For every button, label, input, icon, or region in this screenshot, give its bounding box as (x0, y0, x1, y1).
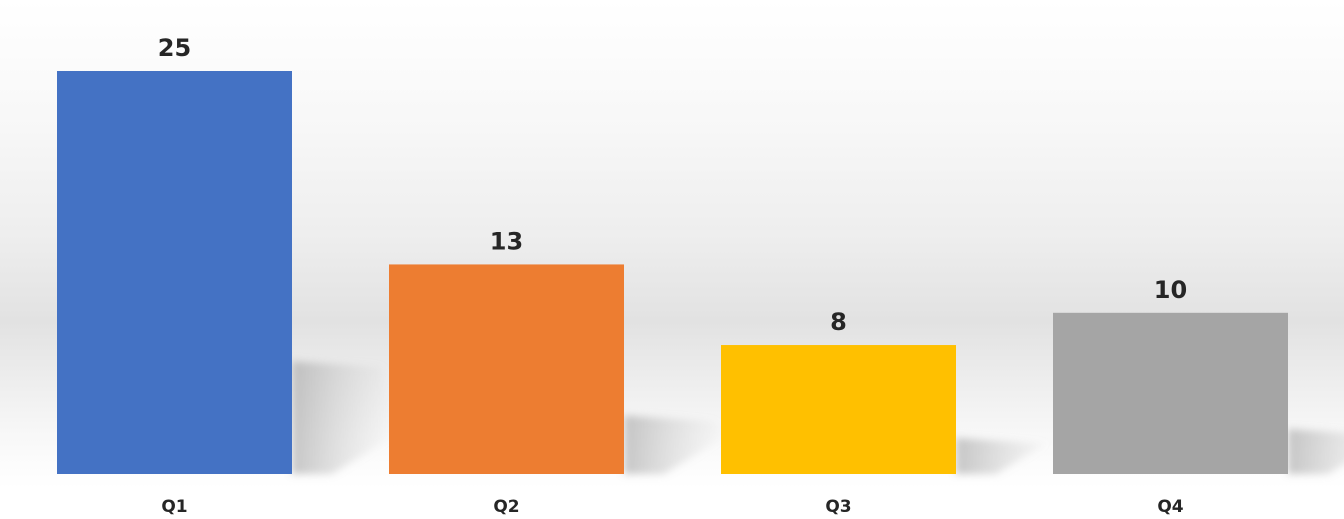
data-label-q3: 8 (830, 308, 847, 336)
x-axis-tick-labels: Q1 Q2 Q3 Q4 (161, 497, 1183, 517)
bar-q3 (721, 345, 956, 474)
bar-q4 (1053, 312, 1288, 474)
bar-shadows (292, 361, 1344, 474)
data-labels: 25 13 8 10 (158, 34, 1187, 336)
x-tick-label-q1: Q1 (161, 497, 187, 517)
bars (57, 71, 1288, 474)
bar-shadow-q1 (292, 361, 397, 474)
bar-q2 (389, 264, 624, 474)
bar-shadow-q2 (624, 415, 729, 474)
bar-shadow-q4 (1288, 428, 1344, 474)
x-tick-label-q4: Q4 (1157, 497, 1183, 517)
data-label-q2: 13 (490, 227, 523, 255)
x-tick-label-q3: Q3 (825, 497, 851, 517)
bar-shadow-q3 (956, 434, 1061, 474)
bar-q1 (57, 71, 292, 474)
data-label-q1: 25 (158, 34, 191, 62)
x-tick-label-q2: Q2 (493, 497, 519, 517)
data-label-q4: 10 (1154, 276, 1187, 304)
